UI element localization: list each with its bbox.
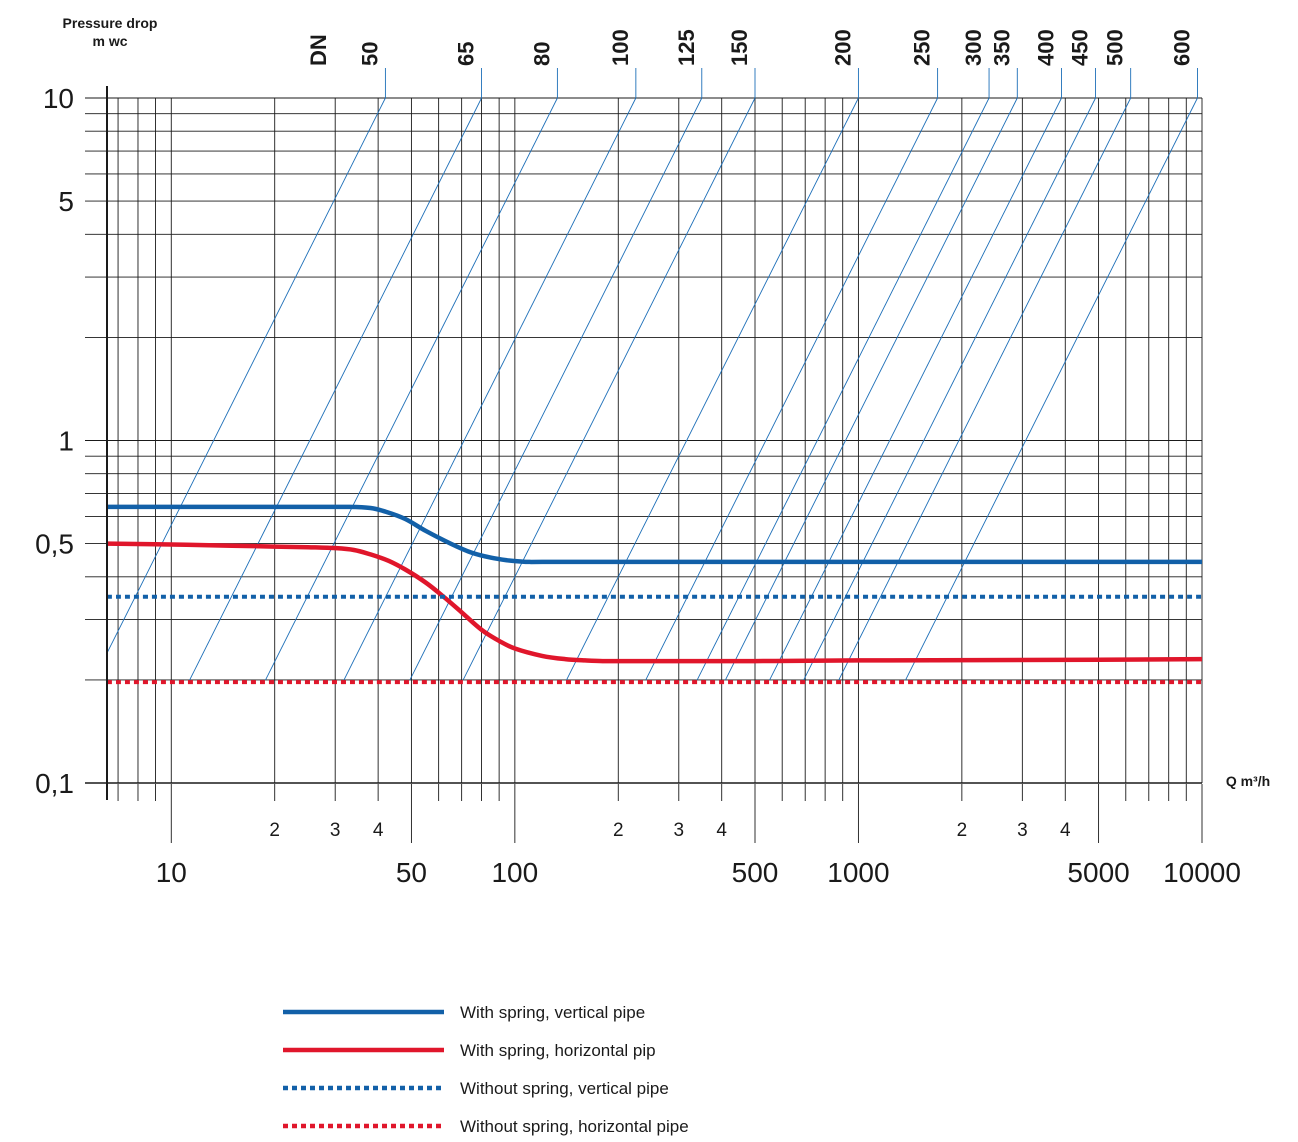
- x-subtick-label: 3: [1017, 820, 1028, 841]
- dn-line-80: [265, 97, 558, 681]
- dn-tick-label: 400: [1034, 29, 1059, 66]
- x-tick-label: 1000: [827, 857, 889, 888]
- dn-line-300: [696, 97, 990, 681]
- y-tick-label: 0,1: [35, 768, 74, 799]
- x-subtick-label: 4: [716, 820, 727, 841]
- dn-line-65: [189, 97, 482, 681]
- dn-tick-label: 300: [961, 29, 986, 66]
- dn-line-450: [803, 97, 1096, 681]
- x-tick-label: 50: [396, 857, 427, 888]
- x-subtick-label: 4: [373, 820, 384, 841]
- dn-line-50: [106, 97, 386, 654]
- dn-line-200: [566, 97, 859, 681]
- legend-label: With spring, vertical pipe: [460, 1003, 645, 1022]
- x-subtick-label: 3: [673, 820, 684, 841]
- series-line-2: [106, 541, 1203, 664]
- dn-line-125: [409, 97, 703, 681]
- y-tick-label: 0,5: [35, 529, 74, 560]
- y-axis-title-line1: Pressure drop: [63, 15, 158, 31]
- dn-tick-label: 200: [830, 29, 855, 66]
- dn-line-600: [905, 97, 1198, 681]
- series-lines: [106, 504, 1203, 685]
- axis-labels: 50 65 80 100 125 150 200 250 300 350 400 450 500 6001…: [35, 29, 1241, 888]
- x-tick-label: 100: [491, 857, 538, 888]
- x-tick-label: 5000: [1067, 857, 1129, 888]
- dn-diagonal-lines: [106, 68, 1198, 681]
- dn-line-250: [645, 97, 939, 681]
- dn-tick-label: 80: [529, 42, 554, 66]
- dn-line-150: [462, 97, 756, 681]
- legend: With spring, vertical pipe With spring, h…: [283, 1003, 689, 1136]
- dn-tick-label: 50: [357, 42, 382, 66]
- dn-tick-label: 150: [727, 29, 752, 66]
- dn-tick-label: 450: [1068, 29, 1093, 66]
- dn-tick-label: 600: [1169, 29, 1194, 66]
- dn-tick-label: 250: [910, 29, 935, 66]
- grid: [85, 97, 1203, 784]
- y-tick-label: 1: [58, 426, 74, 457]
- x-tick-label: 500: [732, 857, 779, 888]
- x-subtick-label: 2: [269, 820, 280, 841]
- x-tick-label: 10000: [1163, 857, 1241, 888]
- x-subtick-label: 2: [613, 820, 624, 841]
- dn-tick-label: 100: [608, 29, 633, 66]
- legend-label: Without spring, vertical pipe: [460, 1079, 669, 1098]
- x-subtick-label: 2: [957, 820, 968, 841]
- dn-line-500: [838, 97, 1132, 681]
- x-tick-label: 10: [156, 857, 187, 888]
- x-axis-title: Q m³/h: [1226, 773, 1270, 789]
- series-line-1: [106, 504, 1202, 565]
- dn-tick-label: 500: [1103, 29, 1128, 66]
- y-axis-title-line2: m wc: [92, 33, 127, 49]
- x-subtick-label: 3: [330, 820, 341, 841]
- legend-label: Without spring, horizontal pipe: [460, 1117, 689, 1136]
- x-subtick-label: 4: [1060, 820, 1071, 841]
- legend-label: With spring, horizontal pip: [460, 1041, 656, 1060]
- dn-tick-label: 350: [989, 29, 1014, 66]
- y-tick-label: 5: [58, 186, 74, 217]
- dn-tick-label: 65: [454, 42, 479, 66]
- y-tick-label: 10: [43, 83, 74, 114]
- dn-line-350: [725, 97, 1018, 681]
- axes: [85, 86, 1203, 843]
- dn-label: DN: [306, 34, 331, 66]
- dn-line-400: [769, 97, 1062, 681]
- dn-tick-label: 125: [674, 29, 699, 66]
- dn-line-100: [343, 97, 637, 681]
